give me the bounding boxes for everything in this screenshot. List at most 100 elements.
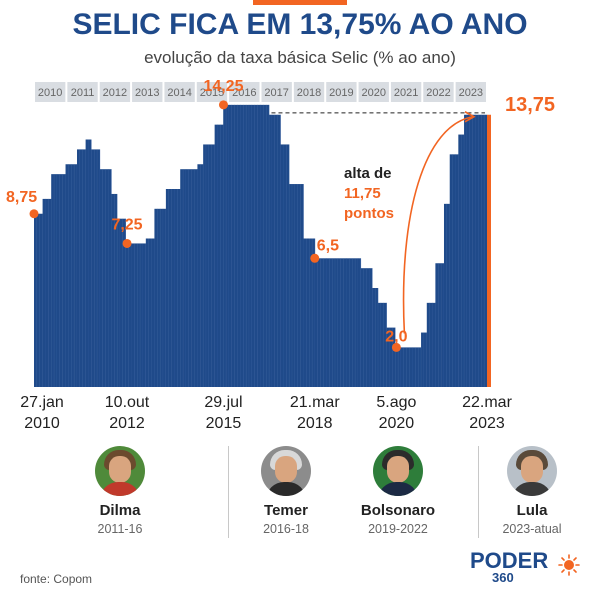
year-strip-label: 2021 (394, 87, 418, 99)
bar (464, 114, 467, 387)
year-strip-cell (164, 82, 195, 102)
rise-arrow (402, 115, 474, 334)
rate-label: 7,25 (111, 216, 142, 233)
bar (142, 243, 146, 387)
bar (171, 189, 175, 387)
bar (217, 124, 221, 388)
bar (122, 218, 126, 387)
bar (234, 104, 238, 387)
bar (125, 243, 129, 387)
bar (148, 238, 152, 387)
bars-group (34, 104, 488, 388)
president-lula: Lula 2023-atual (484, 440, 580, 536)
bolsonaro-portrait-icon (373, 446, 423, 496)
source-note: fonte: Copom (20, 572, 93, 586)
bar (231, 104, 235, 387)
bar (475, 114, 479, 387)
bar (137, 243, 141, 387)
bar (386, 327, 390, 387)
selic-chart: 2010 2011 2012 2013 2014 2015 2016 2017 2018 2019… (6, 78, 555, 432)
rate-point (29, 209, 39, 219)
bar (240, 104, 244, 387)
bar (340, 258, 344, 387)
bar (36, 213, 40, 387)
bar (360, 268, 364, 387)
bar (266, 104, 270, 387)
year-strip-label: 2020 (362, 87, 386, 99)
rate-point (391, 342, 401, 352)
bar (395, 347, 399, 387)
bar (478, 114, 482, 387)
bar (346, 258, 350, 387)
annotation-line2: 11,75 (344, 185, 381, 202)
bar (214, 124, 218, 388)
bar (326, 258, 330, 387)
bar (157, 208, 161, 387)
x-label-year: 2010 (24, 415, 60, 432)
bar (429, 302, 433, 387)
bar (484, 114, 488, 387)
year-strip-cell (132, 82, 163, 102)
year-strip-label: 2012 (103, 87, 127, 99)
bar (197, 164, 201, 387)
annotation-line1: alta de (344, 165, 392, 182)
bar (185, 169, 189, 387)
year-strip-label: 2023 (459, 87, 483, 99)
bar (62, 174, 66, 387)
year-strip-cell (35, 82, 66, 102)
bar (191, 169, 195, 387)
year-strip-cell (455, 82, 486, 102)
bar (398, 347, 402, 387)
bar (481, 114, 485, 387)
bar (329, 258, 333, 387)
bar (211, 144, 215, 387)
temer-portrait-icon (261, 446, 311, 496)
rate-point (218, 100, 228, 110)
annotation-line3: pontos (344, 205, 394, 222)
poder360-logo: PODER 360 (470, 548, 585, 588)
bar (45, 198, 49, 387)
year-strip-cell (390, 82, 422, 102)
rise-arrowhead (464, 111, 476, 123)
president-dilma: Dilma 2011-16 (72, 440, 168, 536)
year-strip-label: 2013 (135, 87, 159, 99)
year-strip-cell (293, 82, 325, 102)
bar (183, 169, 187, 387)
bar (452, 154, 456, 387)
bar (303, 238, 307, 387)
bar (423, 332, 427, 387)
bar (363, 268, 367, 387)
bar (34, 213, 37, 387)
bar (54, 174, 57, 387)
bar (277, 114, 281, 387)
bar (237, 104, 241, 387)
bar (200, 164, 204, 387)
president-name: Temer (264, 502, 308, 519)
bar (59, 174, 63, 387)
bar (332, 258, 336, 387)
dilma-portrait-icon (95, 446, 145, 496)
bar (375, 288, 379, 387)
year-strip-label: 2019 (329, 87, 353, 99)
bar (260, 104, 264, 387)
bar (228, 104, 232, 387)
bar (114, 193, 118, 387)
year-strip-label: 2010 (38, 87, 62, 99)
bar (65, 164, 69, 387)
bar (223, 104, 227, 387)
logo-sun-icon (558, 554, 580, 576)
rate-label: 13,75 (505, 94, 555, 116)
bar (306, 238, 310, 387)
bar (128, 243, 132, 387)
x-label-year: 2015 (206, 415, 242, 432)
rate-label: 2,0 (385, 328, 407, 345)
bar (68, 164, 72, 387)
x-label-year: 2012 (109, 415, 145, 432)
rate-label: 8,75 (6, 189, 37, 206)
bar (400, 347, 404, 387)
bar (151, 238, 155, 387)
bar (99, 169, 103, 387)
bar (163, 208, 166, 387)
bar (88, 139, 92, 387)
lula-portrait-icon (507, 446, 557, 496)
